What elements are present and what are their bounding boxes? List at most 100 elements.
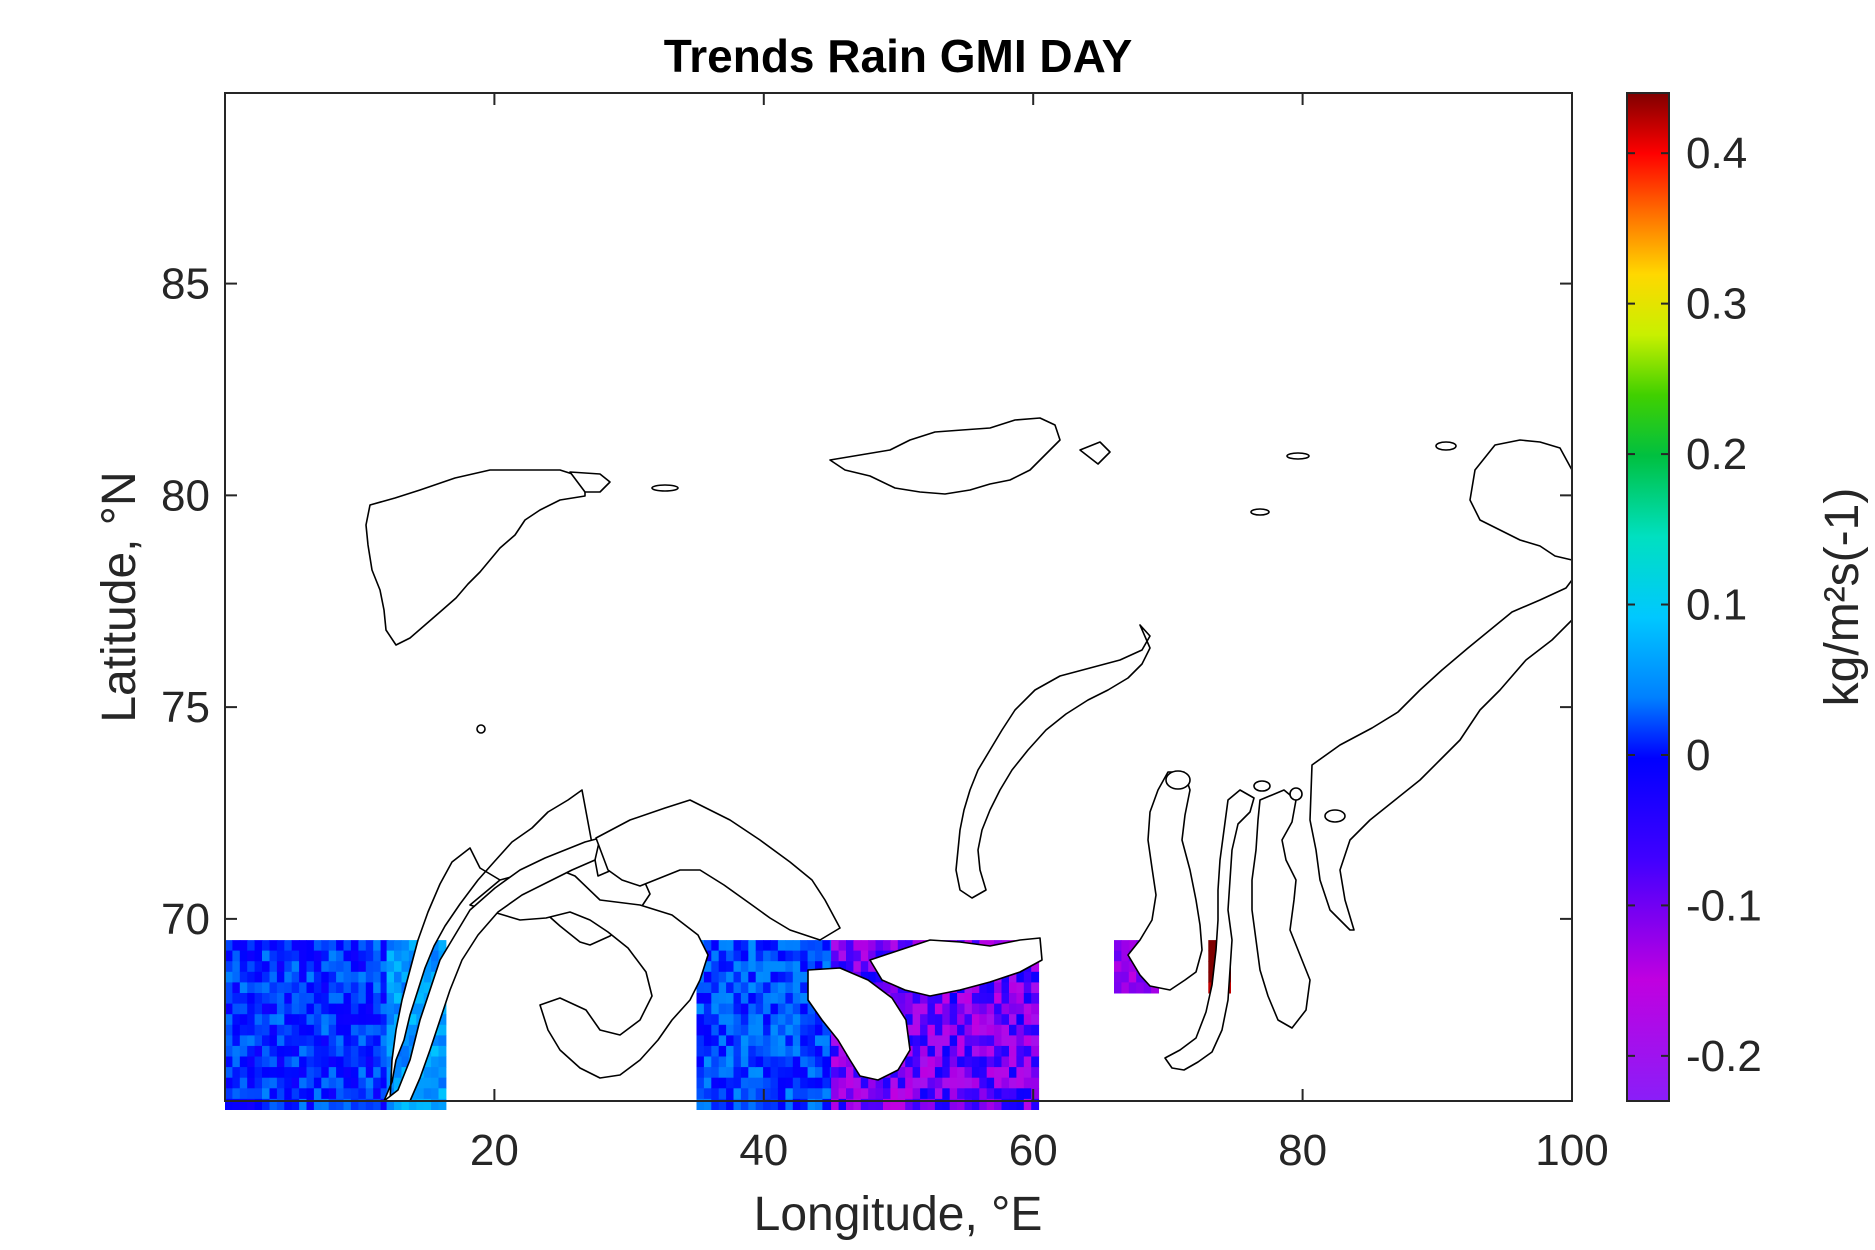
data-cell	[254, 950, 263, 962]
data-cell	[785, 1067, 794, 1079]
data-cell	[942, 1003, 951, 1015]
data-cell	[438, 1045, 447, 1057]
data-cell	[949, 1077, 958, 1089]
data-cell	[703, 971, 712, 983]
data-cell	[232, 1077, 241, 1089]
data-cell	[785, 950, 794, 962]
data-cell	[986, 1003, 995, 1015]
data-cell	[964, 1014, 973, 1026]
data-cell	[358, 1045, 367, 1057]
data-cell	[343, 1067, 352, 1079]
data-cell	[994, 993, 1002, 1005]
x-tick-label: 60	[1009, 1126, 1058, 1175]
data-cell	[394, 1003, 402, 1015]
data-cell	[897, 1088, 906, 1100]
data-cell	[254, 982, 263, 994]
data-cell	[1001, 1035, 1010, 1047]
data-cell	[748, 993, 757, 1005]
data-cell	[321, 993, 330, 1005]
data-cell	[815, 1088, 823, 1100]
data-cell	[875, 940, 884, 952]
data-cell	[394, 1067, 402, 1079]
data-cell	[373, 950, 382, 962]
data-cell	[269, 1003, 278, 1015]
x-tick-labels: 20 40 60 80 100	[470, 1126, 1609, 1175]
data-cell	[343, 1035, 352, 1047]
data-cell	[800, 1024, 809, 1036]
data-cell	[373, 1088, 382, 1100]
data-cell	[755, 940, 764, 952]
data-cell	[1009, 993, 1017, 1005]
data-cell	[1121, 950, 1130, 962]
data-cell	[703, 961, 712, 973]
data-cell	[299, 950, 307, 962]
data-cell	[262, 1014, 270, 1026]
data-cell	[733, 1077, 742, 1089]
data-cell	[262, 961, 270, 973]
data-cell	[785, 961, 794, 973]
data-cell	[846, 1088, 854, 1100]
data-cell	[247, 1056, 256, 1068]
data-cell	[711, 1045, 720, 1057]
data-cell	[822, 940, 831, 952]
data-cell	[380, 1024, 389, 1036]
data-cell	[350, 993, 359, 1005]
data-cell	[807, 1088, 816, 1100]
data-cell	[912, 1035, 921, 1047]
data-cell	[920, 1077, 928, 1089]
data-cell	[291, 1077, 300, 1089]
data-cell	[1121, 982, 1130, 994]
data-cell	[748, 1088, 757, 1100]
data-cell	[986, 1014, 995, 1026]
data-cell	[431, 1045, 439, 1057]
data-cell	[1016, 1088, 1025, 1100]
data-cell	[1031, 971, 1040, 983]
data-cell	[890, 940, 899, 952]
data-cell	[358, 982, 367, 994]
data-cell	[269, 982, 278, 994]
data-cell	[971, 993, 980, 1005]
data-cell	[328, 940, 337, 952]
data-cell	[807, 950, 816, 962]
data-cell	[748, 950, 757, 962]
data-cell	[394, 950, 402, 962]
data-cell	[262, 950, 270, 962]
data-cell	[934, 1088, 943, 1100]
data-cell	[247, 1077, 256, 1089]
data-cell	[291, 1045, 300, 1057]
data-cell	[239, 1088, 248, 1100]
data-cell	[979, 1045, 988, 1057]
data-cell	[239, 1067, 248, 1079]
data-cell	[800, 1088, 809, 1100]
data-cell	[1023, 1067, 1032, 1079]
data-cell	[306, 1024, 315, 1036]
data-cell	[365, 1045, 374, 1057]
data-cell	[868, 971, 877, 983]
data-cell	[438, 1024, 447, 1036]
data-cell	[815, 940, 823, 952]
data-cell	[726, 950, 734, 962]
data-cell	[1001, 1003, 1010, 1015]
data-cell	[365, 940, 374, 952]
data-cell	[336, 1077, 344, 1089]
data-cell	[815, 1077, 823, 1089]
colorbar-gradient	[1626, 92, 1670, 1102]
data-cell	[313, 1077, 322, 1089]
data-cell	[365, 1077, 374, 1089]
data-cell	[920, 1014, 928, 1026]
data-cell	[942, 1077, 951, 1089]
data-cell	[431, 961, 439, 973]
data-cell	[254, 1056, 263, 1068]
data-cell	[934, 1056, 943, 1068]
data-cell	[225, 1045, 233, 1057]
data-cell	[350, 940, 359, 952]
data-cell	[262, 1056, 270, 1068]
data-cell	[306, 950, 315, 962]
data-cell	[831, 1088, 839, 1100]
data-cell	[994, 1077, 1002, 1089]
y-tick-label: 75	[161, 683, 210, 732]
data-cell	[232, 1024, 241, 1036]
island-small-8	[1289, 787, 1303, 801]
data-cell	[718, 950, 727, 962]
data-cell	[733, 950, 742, 962]
